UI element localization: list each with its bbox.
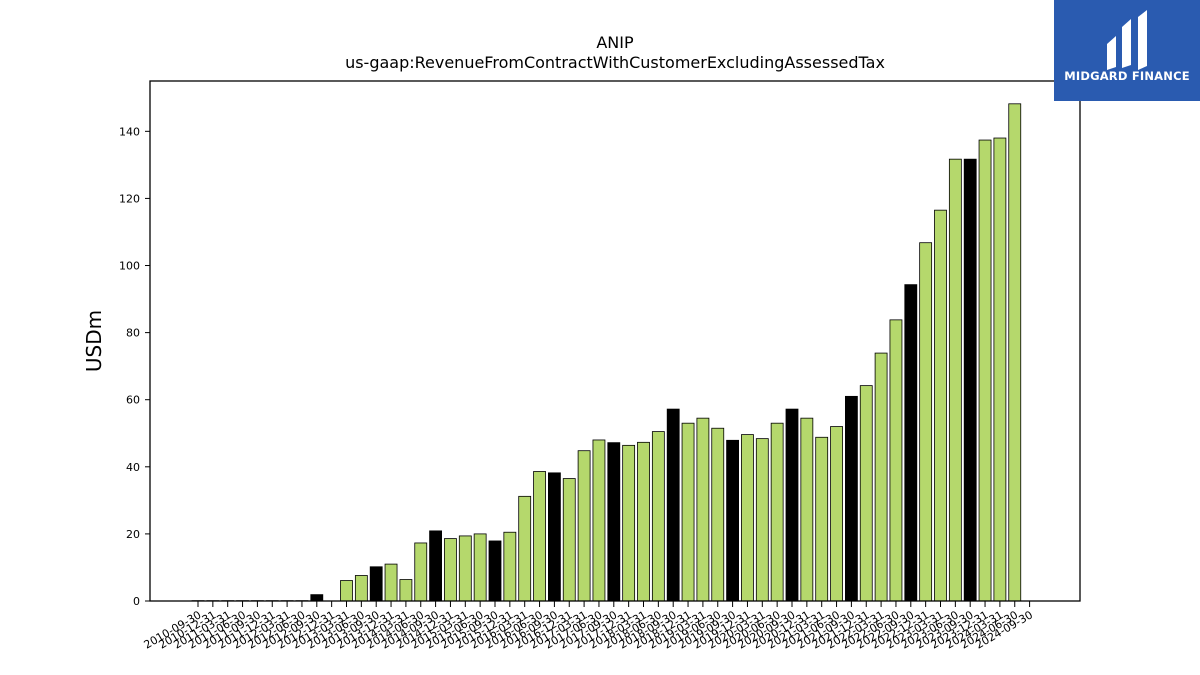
bar-2017-03-31 xyxy=(577,450,591,602)
logo-text: MIDGARD FINANCE xyxy=(1064,69,1190,83)
bar-2022-09-30 xyxy=(904,284,918,602)
bar-2021-06-30 xyxy=(830,426,843,602)
bar-2021-09-30 xyxy=(845,395,858,602)
bar-2017-06-30 xyxy=(592,439,606,602)
bar-2016-09-30 xyxy=(548,472,561,602)
chart-title: ANIP xyxy=(596,33,634,52)
bar-2023-12-31 xyxy=(978,139,992,602)
bar-2019-12-31 xyxy=(741,434,754,602)
bar-2016-06-30 xyxy=(533,471,546,602)
y-tick-label: 140 xyxy=(119,125,140,138)
bar-2015-03-31 xyxy=(458,535,472,602)
bar-2020-09-30 xyxy=(785,408,799,602)
bar-2019-06-30 xyxy=(711,427,725,602)
bar-2014-06-30 xyxy=(414,542,428,602)
midgard-logo-icon xyxy=(1107,10,1147,70)
bar-2022-06-30 xyxy=(889,319,903,602)
bar-2020-03-31 xyxy=(755,438,769,602)
bar-2018-03-31 xyxy=(637,441,650,602)
x-ticks-group: 2010-09-302010-12-312011-03-312011-06-30… xyxy=(142,601,1035,652)
bar-2016-03-31 xyxy=(518,495,532,602)
midgard-finance-logo: MIDGARD FINANCE xyxy=(1054,0,1200,101)
bar-2013-06-30 xyxy=(354,575,368,602)
chart-subtitle: us-gaap:RevenueFromContractWithCustomerE… xyxy=(345,53,885,72)
bar-2014-03-31 xyxy=(399,579,413,602)
bar-2015-12-31 xyxy=(503,531,517,602)
bar-2023-03-31 xyxy=(934,209,947,602)
bar-2021-12-31 xyxy=(859,385,873,602)
bar-2013-03-31 xyxy=(340,580,353,602)
y-tick-label: 80 xyxy=(126,327,140,340)
bar-2018-06-30 xyxy=(651,431,665,602)
bar-2017-12-31 xyxy=(622,444,636,602)
bar-2015-06-30 xyxy=(473,533,487,602)
y-tick-label: 20 xyxy=(126,528,140,541)
y-tick-label: 120 xyxy=(119,192,140,205)
bar-2020-12-31 xyxy=(800,417,814,602)
bar-2019-09-30 xyxy=(726,439,739,602)
bar-2023-09-30 xyxy=(963,158,977,602)
bar-2024-06-30 xyxy=(1008,103,1022,602)
bar-2019-03-31 xyxy=(696,417,710,602)
bar-2014-09-30 xyxy=(429,530,443,602)
y-tick-label: 0 xyxy=(133,595,140,608)
bar-2022-03-31 xyxy=(874,352,888,602)
bar-2023-06-30 xyxy=(948,158,962,602)
bar-2015-09-30 xyxy=(488,540,502,602)
bar-2017-09-30 xyxy=(607,442,621,602)
plot-frame xyxy=(149,80,1081,602)
y-tick-label: 100 xyxy=(119,260,140,273)
bar-2018-09-30 xyxy=(666,408,680,602)
y-tick-label: 40 xyxy=(126,461,140,474)
bar-2021-03-31 xyxy=(815,436,829,602)
y-tick-label: 60 xyxy=(126,394,140,407)
bar-2018-12-31 xyxy=(681,422,695,602)
bar-2024-03-31 xyxy=(993,137,1007,602)
y-axis-label: USDm xyxy=(82,310,106,372)
bar-2022-12-31 xyxy=(919,242,933,602)
bar-2013-12-31 xyxy=(384,563,398,602)
bars-group xyxy=(191,103,1022,602)
bar-2016-12-31 xyxy=(562,478,576,602)
bar-2014-12-31 xyxy=(444,538,457,602)
bar-2013-09-30 xyxy=(369,566,383,602)
bar-2020-06-30 xyxy=(770,422,784,602)
y-ticks-group: 0 20 40 60 80 100 120 140 xyxy=(119,125,150,608)
bar-2012-09-30 xyxy=(310,594,324,602)
